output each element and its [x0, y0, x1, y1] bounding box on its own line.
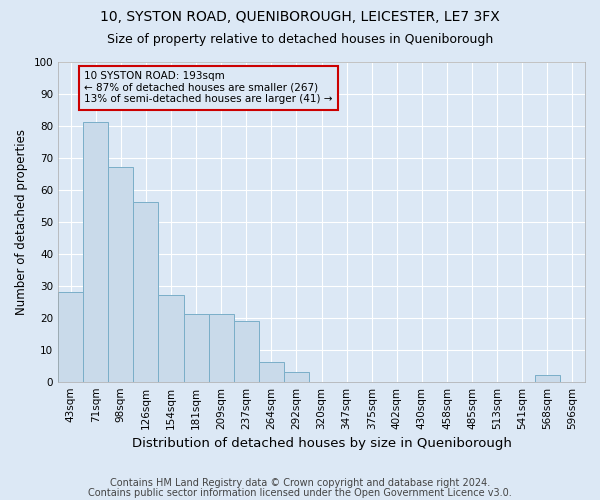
- Bar: [158, 295, 184, 382]
- Bar: [259, 362, 284, 382]
- Bar: [184, 314, 209, 382]
- Bar: [535, 376, 560, 382]
- Bar: [83, 122, 108, 382]
- Y-axis label: Number of detached properties: Number of detached properties: [15, 128, 28, 314]
- Text: 10 SYSTON ROAD: 193sqm
← 87% of detached houses are smaller (267)
13% of semi-de: 10 SYSTON ROAD: 193sqm ← 87% of detached…: [85, 71, 333, 104]
- Bar: [133, 202, 158, 382]
- Bar: [58, 292, 83, 382]
- Text: Size of property relative to detached houses in Queniborough: Size of property relative to detached ho…: [107, 32, 493, 46]
- Bar: [284, 372, 309, 382]
- Bar: [209, 314, 233, 382]
- Text: 10, SYSTON ROAD, QUENIBOROUGH, LEICESTER, LE7 3FX: 10, SYSTON ROAD, QUENIBOROUGH, LEICESTER…: [100, 10, 500, 24]
- Text: Contains HM Land Registry data © Crown copyright and database right 2024.: Contains HM Land Registry data © Crown c…: [110, 478, 490, 488]
- X-axis label: Distribution of detached houses by size in Queniborough: Distribution of detached houses by size …: [131, 437, 511, 450]
- Bar: [233, 321, 259, 382]
- Bar: [108, 167, 133, 382]
- Text: Contains public sector information licensed under the Open Government Licence v3: Contains public sector information licen…: [88, 488, 512, 498]
